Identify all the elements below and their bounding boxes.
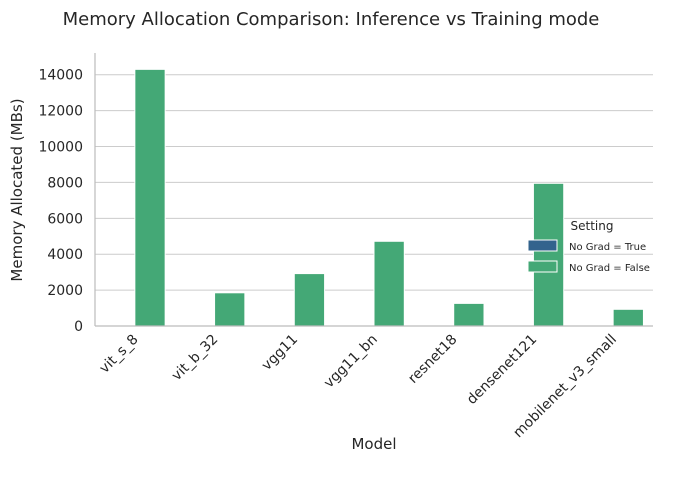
x-tick-label: densenet121 — [464, 332, 540, 408]
y-ticks: 0 2000 4000 6000 8000 10000 12000 14000 — [38, 68, 83, 335]
y-tick-label: 8000 — [47, 175, 83, 191]
legend-label: No Grad = True — [569, 242, 646, 253]
y-tick-label: 0 — [74, 319, 83, 335]
legend-swatch — [527, 239, 558, 252]
y-tick-label: 6000 — [47, 211, 83, 227]
x-axis-label: Model — [351, 435, 396, 453]
y-axis-label: Memory Allocated (MBs) — [8, 98, 26, 281]
x-tick-label: vgg11_bn — [321, 332, 381, 392]
y-tick-label: 12000 — [38, 104, 83, 120]
bar-no-grad-false — [214, 292, 246, 327]
legend-title: Setting — [571, 219, 614, 233]
y-tick-label: 2000 — [47, 283, 83, 299]
x-tick-label: vit_b_32 — [169, 332, 222, 385]
y-tick-label: 4000 — [47, 247, 83, 263]
bar-no-grad-false — [453, 302, 485, 327]
x-tick-label: vgg11 — [259, 332, 301, 374]
axes — [94, 53, 653, 327]
bars — [134, 68, 644, 327]
bar-no-grad-false — [134, 68, 166, 327]
y-tick-label: 14000 — [38, 68, 83, 84]
x-ticks: vit_s_8 vit_b_32 vgg11 vgg11_bn resnet18 dens… — [97, 332, 620, 442]
legend-swatch — [527, 260, 558, 273]
legend-label: No Grad = False — [569, 263, 650, 274]
y-tick-label: 10000 — [38, 140, 83, 156]
bar-no-grad-false — [293, 273, 326, 327]
bar-no-grad-false — [373, 240, 405, 327]
chart-title: Memory Allocation Comparison: Inference … — [63, 9, 600, 30]
x-tick-label: vit_s_8 — [97, 332, 142, 377]
x-tick-label: resnet18 — [405, 332, 460, 387]
bar-no-grad-false — [612, 308, 644, 327]
legend: Setting No Grad = True No Grad = False — [527, 219, 650, 274]
bar-no-grad-false — [532, 182, 565, 327]
